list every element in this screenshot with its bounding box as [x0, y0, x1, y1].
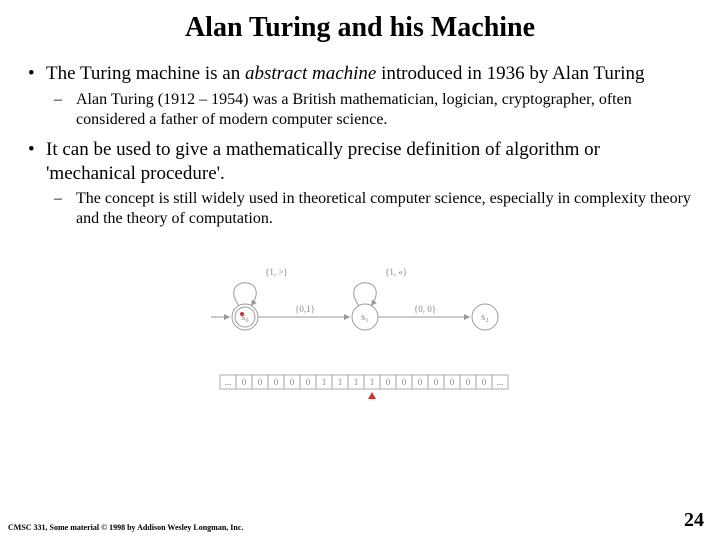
svg-text:s₁: s₁ — [361, 312, 368, 323]
svg-text:1: 1 — [354, 377, 359, 387]
bullet-1-pre: The Turing machine is an — [46, 63, 245, 84]
svg-text:{0, 0}: {0, 0} — [414, 304, 436, 314]
svg-text:...: ... — [497, 377, 504, 387]
svg-text:1: 1 — [322, 377, 327, 387]
svg-text:0: 0 — [482, 377, 487, 387]
svg-text:...: ... — [225, 377, 232, 387]
bullet-2-sub: The concept is still widely used in theo… — [54, 189, 692, 229]
svg-text:0: 0 — [418, 377, 423, 387]
svg-text:0: 0 — [386, 377, 391, 387]
page-number: 24 — [684, 509, 704, 532]
bullet-1-sub: Alan Turing (1912 – 1954) was a British … — [54, 90, 692, 130]
svg-text:0: 0 — [306, 377, 311, 387]
svg-text:0: 0 — [434, 377, 439, 387]
bullet-2-text: It can be used to give a mathematically … — [46, 139, 600, 184]
svg-text:{1, >}: {1, >} — [265, 267, 288, 277]
turing-diagram: {0,1}{0, 0}{1, >}{1, «}s₀s₁s₂...00000111… — [28, 247, 692, 407]
svg-text:0: 0 — [466, 377, 471, 387]
bullet-1-em: abstract machine — [245, 63, 376, 84]
svg-text:0: 0 — [450, 377, 455, 387]
svg-text:{0,1}: {0,1} — [295, 304, 315, 314]
svg-text:1: 1 — [338, 377, 343, 387]
svg-text:{1, «}: {1, «} — [385, 267, 407, 277]
svg-text:1: 1 — [370, 377, 375, 387]
bullet-2: It can be used to give a mathematically … — [28, 138, 692, 230]
bullet-1: The Turing machine is an abstract machin… — [28, 62, 692, 130]
svg-text:0: 0 — [258, 377, 263, 387]
footer-copyright: CMSC 331, Some material © 1998 by Addiso… — [8, 523, 243, 532]
bullet-list: The Turing machine is an abstract machin… — [28, 62, 692, 229]
svg-text:0: 0 — [402, 377, 407, 387]
bullet-1-post: introduced in 1936 by Alan Turing — [376, 63, 644, 84]
svg-text:0: 0 — [274, 377, 279, 387]
svg-text:0: 0 — [242, 377, 247, 387]
svg-text:0: 0 — [290, 377, 295, 387]
svg-text:s₂: s₂ — [481, 312, 488, 323]
slide-title: Alan Turing and his Machine — [28, 12, 692, 44]
